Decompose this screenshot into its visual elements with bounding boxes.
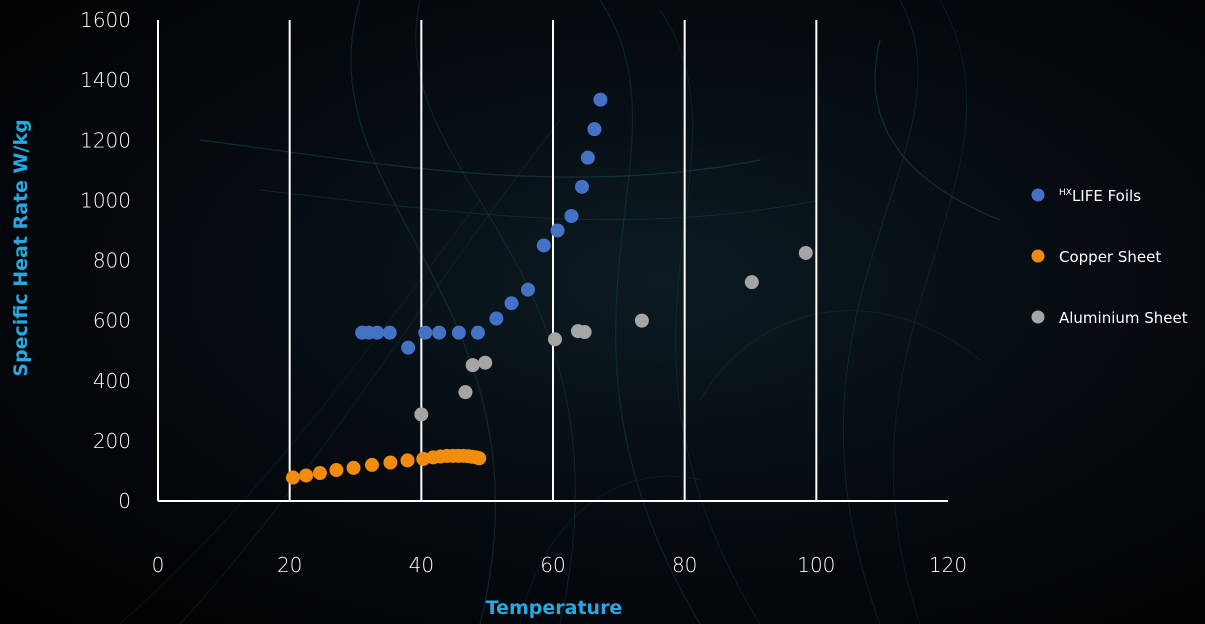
x-axis-title: Temperature [486, 597, 623, 619]
data-point-s2-6 [577, 325, 592, 340]
data-points [285, 92, 813, 485]
y-tick-label-400: 400 [93, 369, 131, 393]
data-point-s0-13 [550, 223, 565, 238]
data-point-s1-18 [472, 451, 487, 466]
y-axis-title: Specific Heat Rate W/kg [10, 119, 32, 376]
data-point-s0-16 [580, 150, 595, 165]
y-tick-label-200: 200 [93, 429, 131, 453]
x-tick-label-100: 100 [797, 553, 835, 577]
data-point-s1-7 [400, 453, 415, 468]
data-point-s0-6 [432, 325, 447, 340]
x-axis-tick-labels: 0 20 40 60 80 100 120 [152, 553, 967, 577]
data-point-s1-1 [299, 468, 314, 483]
data-point-s0-11 [520, 282, 535, 297]
data-point-s2-8 [744, 275, 759, 290]
legend-marker-1 [1031, 249, 1045, 263]
y-tick-label-1400: 1400 [80, 68, 131, 92]
y-axis-tick-labels: 0 200 400 600 800 1000 1200 1400 1600 [80, 8, 131, 513]
legend-label-2: Aluminium Sheet [1059, 309, 1188, 327]
data-point-s0-5 [418, 325, 433, 340]
series-2 [414, 245, 813, 422]
legend-label-1: Copper Sheet [1059, 248, 1161, 266]
data-point-s0-17 [587, 122, 602, 137]
y-tick-label-1600: 1600 [80, 8, 131, 32]
data-point-s0-12 [536, 238, 551, 253]
data-point-s1-3 [329, 463, 344, 478]
data-point-s2-9 [798, 245, 813, 260]
data-point-s0-4 [401, 340, 416, 355]
data-point-s2-0 [414, 407, 429, 422]
legend: HXLIFE Foils Copper Sheet Aluminium Sheet [1031, 187, 1188, 327]
y-tick-label-0: 0 [118, 489, 131, 513]
data-point-s0-3 [382, 325, 397, 340]
y-tick-label-1000: 1000 [80, 188, 131, 212]
legend-name-0: LIFE Foils [1072, 187, 1141, 205]
data-point-s0-7 [451, 325, 466, 340]
legend-marker-0 [1031, 188, 1045, 202]
data-point-s0-10 [504, 296, 519, 311]
data-point-s1-2 [312, 466, 327, 481]
data-point-s1-4 [346, 460, 361, 475]
data-point-s2-3 [478, 355, 493, 370]
x-tick-label-0: 0 [152, 553, 165, 577]
data-point-s1-0 [285, 470, 300, 485]
vertical-gridlines [157, 20, 818, 501]
legend-superscript-0: HX [1059, 188, 1072, 198]
x-tick-label-80: 80 [672, 553, 697, 577]
data-point-s0-9 [489, 311, 504, 326]
data-point-s2-2 [465, 358, 480, 373]
x-tick-label-40: 40 [409, 553, 434, 577]
data-point-s1-6 [383, 455, 398, 470]
data-point-s2-4 [547, 332, 562, 347]
y-tick-label-600: 600 [93, 309, 131, 333]
x-tick-label-120: 120 [929, 553, 967, 577]
data-point-s0-15 [574, 179, 589, 194]
series-0 [355, 92, 608, 355]
y-tick-label-800: 800 [93, 249, 131, 273]
legend-marker-2 [1031, 310, 1045, 324]
x-tick-label-20: 20 [277, 553, 302, 577]
data-point-s1-5 [364, 457, 379, 472]
series-1 [285, 448, 487, 485]
x-tick-label-60: 60 [540, 553, 565, 577]
data-point-s0-2 [370, 325, 385, 340]
data-point-s0-18 [593, 92, 608, 107]
y-tick-label-1200: 1200 [80, 128, 131, 152]
data-point-s2-7 [634, 313, 649, 328]
data-point-s2-1 [458, 385, 473, 400]
legend-label-0: HXLIFE Foils [1059, 187, 1141, 205]
data-point-s0-8 [470, 325, 485, 340]
data-point-s0-14 [564, 209, 579, 224]
